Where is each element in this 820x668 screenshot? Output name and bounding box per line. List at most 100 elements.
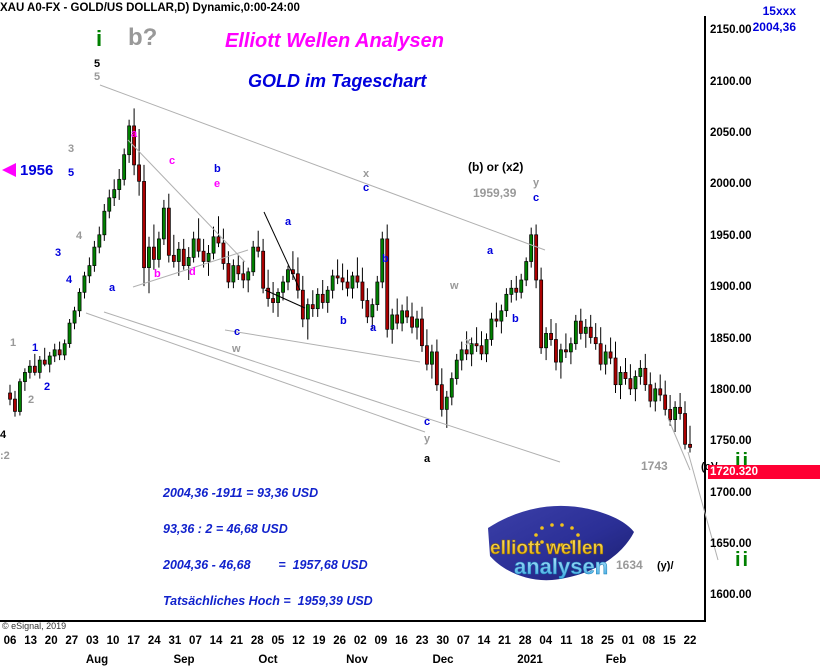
date-tick: 21 [498, 635, 511, 647]
candle-body [62, 343, 67, 356]
candle-body [97, 234, 102, 248]
date-tick: 14 [477, 635, 491, 647]
candle-body [117, 178, 122, 190]
left-marker-value: 1956 [20, 162, 54, 179]
candle-body [191, 238, 196, 258]
wave-label: 5 [68, 167, 75, 179]
candle-body [524, 261, 529, 281]
candle-body [27, 365, 32, 373]
candle-body [444, 396, 449, 410]
candle-body [504, 293, 509, 312]
left-arrow-icon [2, 163, 16, 177]
candle-body [340, 277, 345, 283]
date-tick: 11 [560, 635, 573, 647]
month-tick: Nov [346, 654, 368, 666]
candle-body [623, 372, 628, 379]
candle-body [420, 318, 424, 347]
trendline-wedge-bottom [132, 249, 249, 288]
wave-label: b [214, 163, 221, 175]
candle-body [281, 281, 285, 293]
candle-body [18, 381, 22, 412]
candle-body [564, 349, 568, 353]
candle-body [573, 320, 578, 345]
candle-body [598, 343, 603, 365]
date-axis[interactable]: 06 13 20 27 03 10 17 24 31 07 14 21 28 05 12 19 26 02 09 16… [0, 624, 820, 668]
candle-body [171, 254, 176, 262]
candle-body [161, 207, 166, 240]
month-tick: 2021 [517, 654, 543, 666]
wave-label: 2 [44, 381, 51, 393]
candle-body [206, 252, 211, 262]
wave-label: y [533, 177, 540, 189]
date-tick: 04 [539, 635, 553, 647]
candle-body [593, 337, 598, 345]
candle-body [226, 263, 231, 283]
candle-body [439, 384, 444, 410]
date-tick: 27 [65, 635, 79, 647]
date-tick: 17 [127, 635, 141, 647]
logo-line-2: analysen [514, 554, 608, 579]
candle-body [246, 271, 251, 281]
candle-body [638, 367, 643, 377]
candle-body [320, 293, 325, 303]
month-tick: Feb [605, 654, 627, 666]
candle-body [157, 238, 161, 260]
calc-line-4: Tatsächliches Hoch = 1959,39 USD [163, 594, 373, 608]
date-tick: 28 [518, 635, 532, 647]
calc-line-2: 93,36 : 2 = 46,68 USD [163, 522, 288, 536]
candle-body [57, 349, 62, 356]
date-tick: 22 [683, 635, 697, 647]
candle-body [643, 367, 648, 386]
price-tick: 1650.00 [710, 537, 752, 550]
trendline-wedge-top [127, 139, 246, 263]
wave-label: d [189, 266, 196, 278]
date-tick: 16 [395, 635, 408, 647]
candle-body [8, 392, 12, 400]
wave-label: a [109, 282, 116, 294]
candle-body [549, 333, 553, 340]
wave-label: 1 [10, 337, 17, 349]
candle-body [385, 238, 390, 330]
date-tick: 07 [189, 635, 202, 647]
projection-line-2 [667, 417, 691, 471]
price-tick: 1900.00 [710, 281, 752, 294]
candle-body [87, 265, 92, 277]
candle-body [499, 310, 504, 322]
inner-channel-bottom [264, 289, 306, 309]
price-note-high: 1959,39 [473, 186, 517, 200]
candle-body [127, 125, 132, 156]
logo-line-1: elliott wellen [490, 538, 604, 559]
wave-label: 2 [28, 394, 35, 406]
candle-body [683, 413, 687, 445]
candle-body [519, 279, 524, 293]
wave-label: x [465, 336, 472, 348]
candle-body [464, 349, 469, 355]
date-tick: 20 [44, 635, 58, 647]
wave-label: w [450, 280, 459, 292]
price-tick: 2100.00 [710, 75, 752, 88]
date-tick: 15 [662, 635, 676, 647]
candle-body [489, 318, 494, 340]
candle-body [142, 181, 146, 269]
candle-body [380, 238, 385, 283]
candle-body [390, 314, 395, 330]
date-tick: 25 [601, 635, 614, 647]
month-tick: Aug [85, 654, 109, 666]
wave-label: y [424, 433, 431, 445]
candle-body [534, 234, 539, 281]
price-axis[interactable]: 2150.00 2100.00 2050.00 2000.00 1950.00 1900.… [708, 16, 820, 622]
date-tick: 03 [86, 635, 99, 647]
price-note-low: 1743 [641, 459, 668, 473]
candle-body [469, 343, 474, 355]
candle-body [400, 310, 405, 324]
candle-body [529, 234, 534, 262]
candle-body [618, 372, 623, 386]
price-tick: 2050.00 [710, 127, 752, 140]
date-tick: 07 [456, 635, 470, 647]
candle-body [628, 378, 633, 390]
wave-label: b [512, 313, 519, 325]
inner-channel-top [263, 211, 301, 291]
wave-label: 3 [55, 247, 62, 259]
price-tick: 1800.00 [710, 383, 752, 396]
